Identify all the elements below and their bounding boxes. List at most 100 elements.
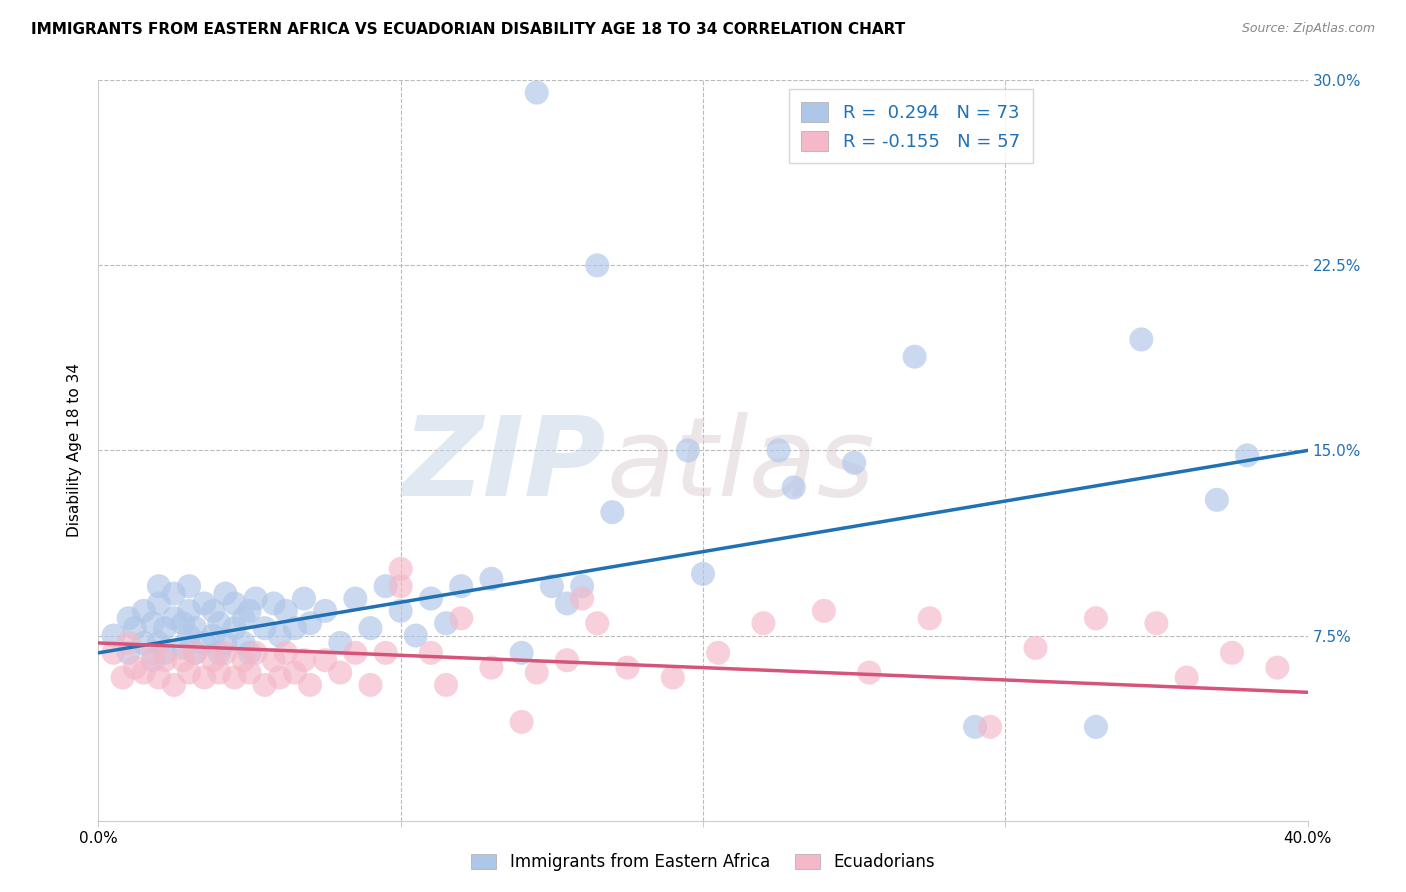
Point xyxy=(360,678,382,692)
Point xyxy=(1085,611,1108,625)
Point xyxy=(752,616,775,631)
Legend: Immigrants from Eastern Africa, Ecuadorians: Immigrants from Eastern Africa, Ecuadori… xyxy=(463,845,943,880)
Point xyxy=(208,646,231,660)
Point xyxy=(142,653,165,667)
Point xyxy=(434,678,457,692)
Point xyxy=(344,646,367,660)
Point xyxy=(179,665,201,680)
Point xyxy=(232,611,254,625)
Text: ZIP: ZIP xyxy=(402,412,606,519)
Point xyxy=(153,653,176,667)
Point xyxy=(253,621,276,635)
Point xyxy=(526,665,548,680)
Point xyxy=(555,597,578,611)
Point xyxy=(676,443,699,458)
Point xyxy=(179,604,201,618)
Point xyxy=(965,720,987,734)
Point xyxy=(1144,616,1167,631)
Point xyxy=(193,671,215,685)
Y-axis label: Disability Age 18 to 34: Disability Age 18 to 34 xyxy=(67,363,83,538)
Point xyxy=(239,604,262,618)
Point xyxy=(783,480,806,494)
Point xyxy=(184,621,207,635)
Point xyxy=(148,671,170,685)
Point xyxy=(1024,640,1046,655)
Point xyxy=(1130,332,1153,346)
Point xyxy=(1236,449,1258,463)
Point xyxy=(979,720,1001,734)
Point xyxy=(314,653,336,667)
Point xyxy=(707,646,730,660)
Point xyxy=(602,505,624,519)
Point xyxy=(202,604,225,618)
Point xyxy=(420,646,443,660)
Point xyxy=(904,350,927,364)
Point xyxy=(118,636,141,650)
Point xyxy=(132,636,155,650)
Point xyxy=(232,653,254,667)
Point xyxy=(172,640,194,655)
Point xyxy=(172,653,194,667)
Point xyxy=(163,678,186,692)
Point xyxy=(1085,720,1108,734)
Point xyxy=(224,597,246,611)
Point xyxy=(692,566,714,581)
Point xyxy=(118,646,141,660)
Legend: R =  0.294   N = 73, R = -0.155   N = 57: R = 0.294 N = 73, R = -0.155 N = 57 xyxy=(789,89,1032,163)
Point xyxy=(239,665,262,680)
Point xyxy=(208,665,231,680)
Point xyxy=(148,579,170,593)
Point xyxy=(284,665,307,680)
Point xyxy=(118,611,141,625)
Point xyxy=(844,456,866,470)
Point xyxy=(616,660,638,674)
Point xyxy=(1175,671,1198,685)
Point xyxy=(420,591,443,606)
Point xyxy=(858,665,880,680)
Point xyxy=(142,646,165,660)
Point xyxy=(450,579,472,593)
Point xyxy=(124,621,146,635)
Text: atlas: atlas xyxy=(606,412,875,519)
Point xyxy=(163,611,186,625)
Point xyxy=(510,646,533,660)
Point xyxy=(132,604,155,618)
Point xyxy=(274,646,297,660)
Point xyxy=(1220,646,1243,660)
Point xyxy=(193,597,215,611)
Point xyxy=(284,621,307,635)
Point xyxy=(224,621,246,635)
Point xyxy=(153,646,176,660)
Point xyxy=(661,671,683,685)
Point xyxy=(571,591,593,606)
Point xyxy=(555,653,578,667)
Point xyxy=(389,579,412,593)
Point xyxy=(299,678,322,692)
Point xyxy=(245,646,267,660)
Point xyxy=(111,671,134,685)
Point xyxy=(208,616,231,631)
Text: IMMIGRANTS FROM EASTERN AFRICA VS ECUADORIAN DISABILITY AGE 18 TO 34 CORRELATION: IMMIGRANTS FROM EASTERN AFRICA VS ECUADO… xyxy=(31,22,905,37)
Point xyxy=(540,579,562,593)
Point xyxy=(214,636,236,650)
Point xyxy=(163,586,186,600)
Point xyxy=(153,621,176,635)
Point xyxy=(299,616,322,631)
Point xyxy=(132,665,155,680)
Point xyxy=(232,636,254,650)
Point xyxy=(329,665,352,680)
Point xyxy=(172,616,194,631)
Point xyxy=(214,646,236,660)
Point xyxy=(314,604,336,618)
Point xyxy=(179,628,201,642)
Point xyxy=(450,611,472,625)
Point xyxy=(292,591,315,606)
Point xyxy=(239,646,262,660)
Point xyxy=(193,636,215,650)
Point xyxy=(184,646,207,660)
Point xyxy=(374,579,396,593)
Point xyxy=(481,660,503,674)
Point xyxy=(1267,660,1289,674)
Point xyxy=(510,714,533,729)
Point xyxy=(148,636,170,650)
